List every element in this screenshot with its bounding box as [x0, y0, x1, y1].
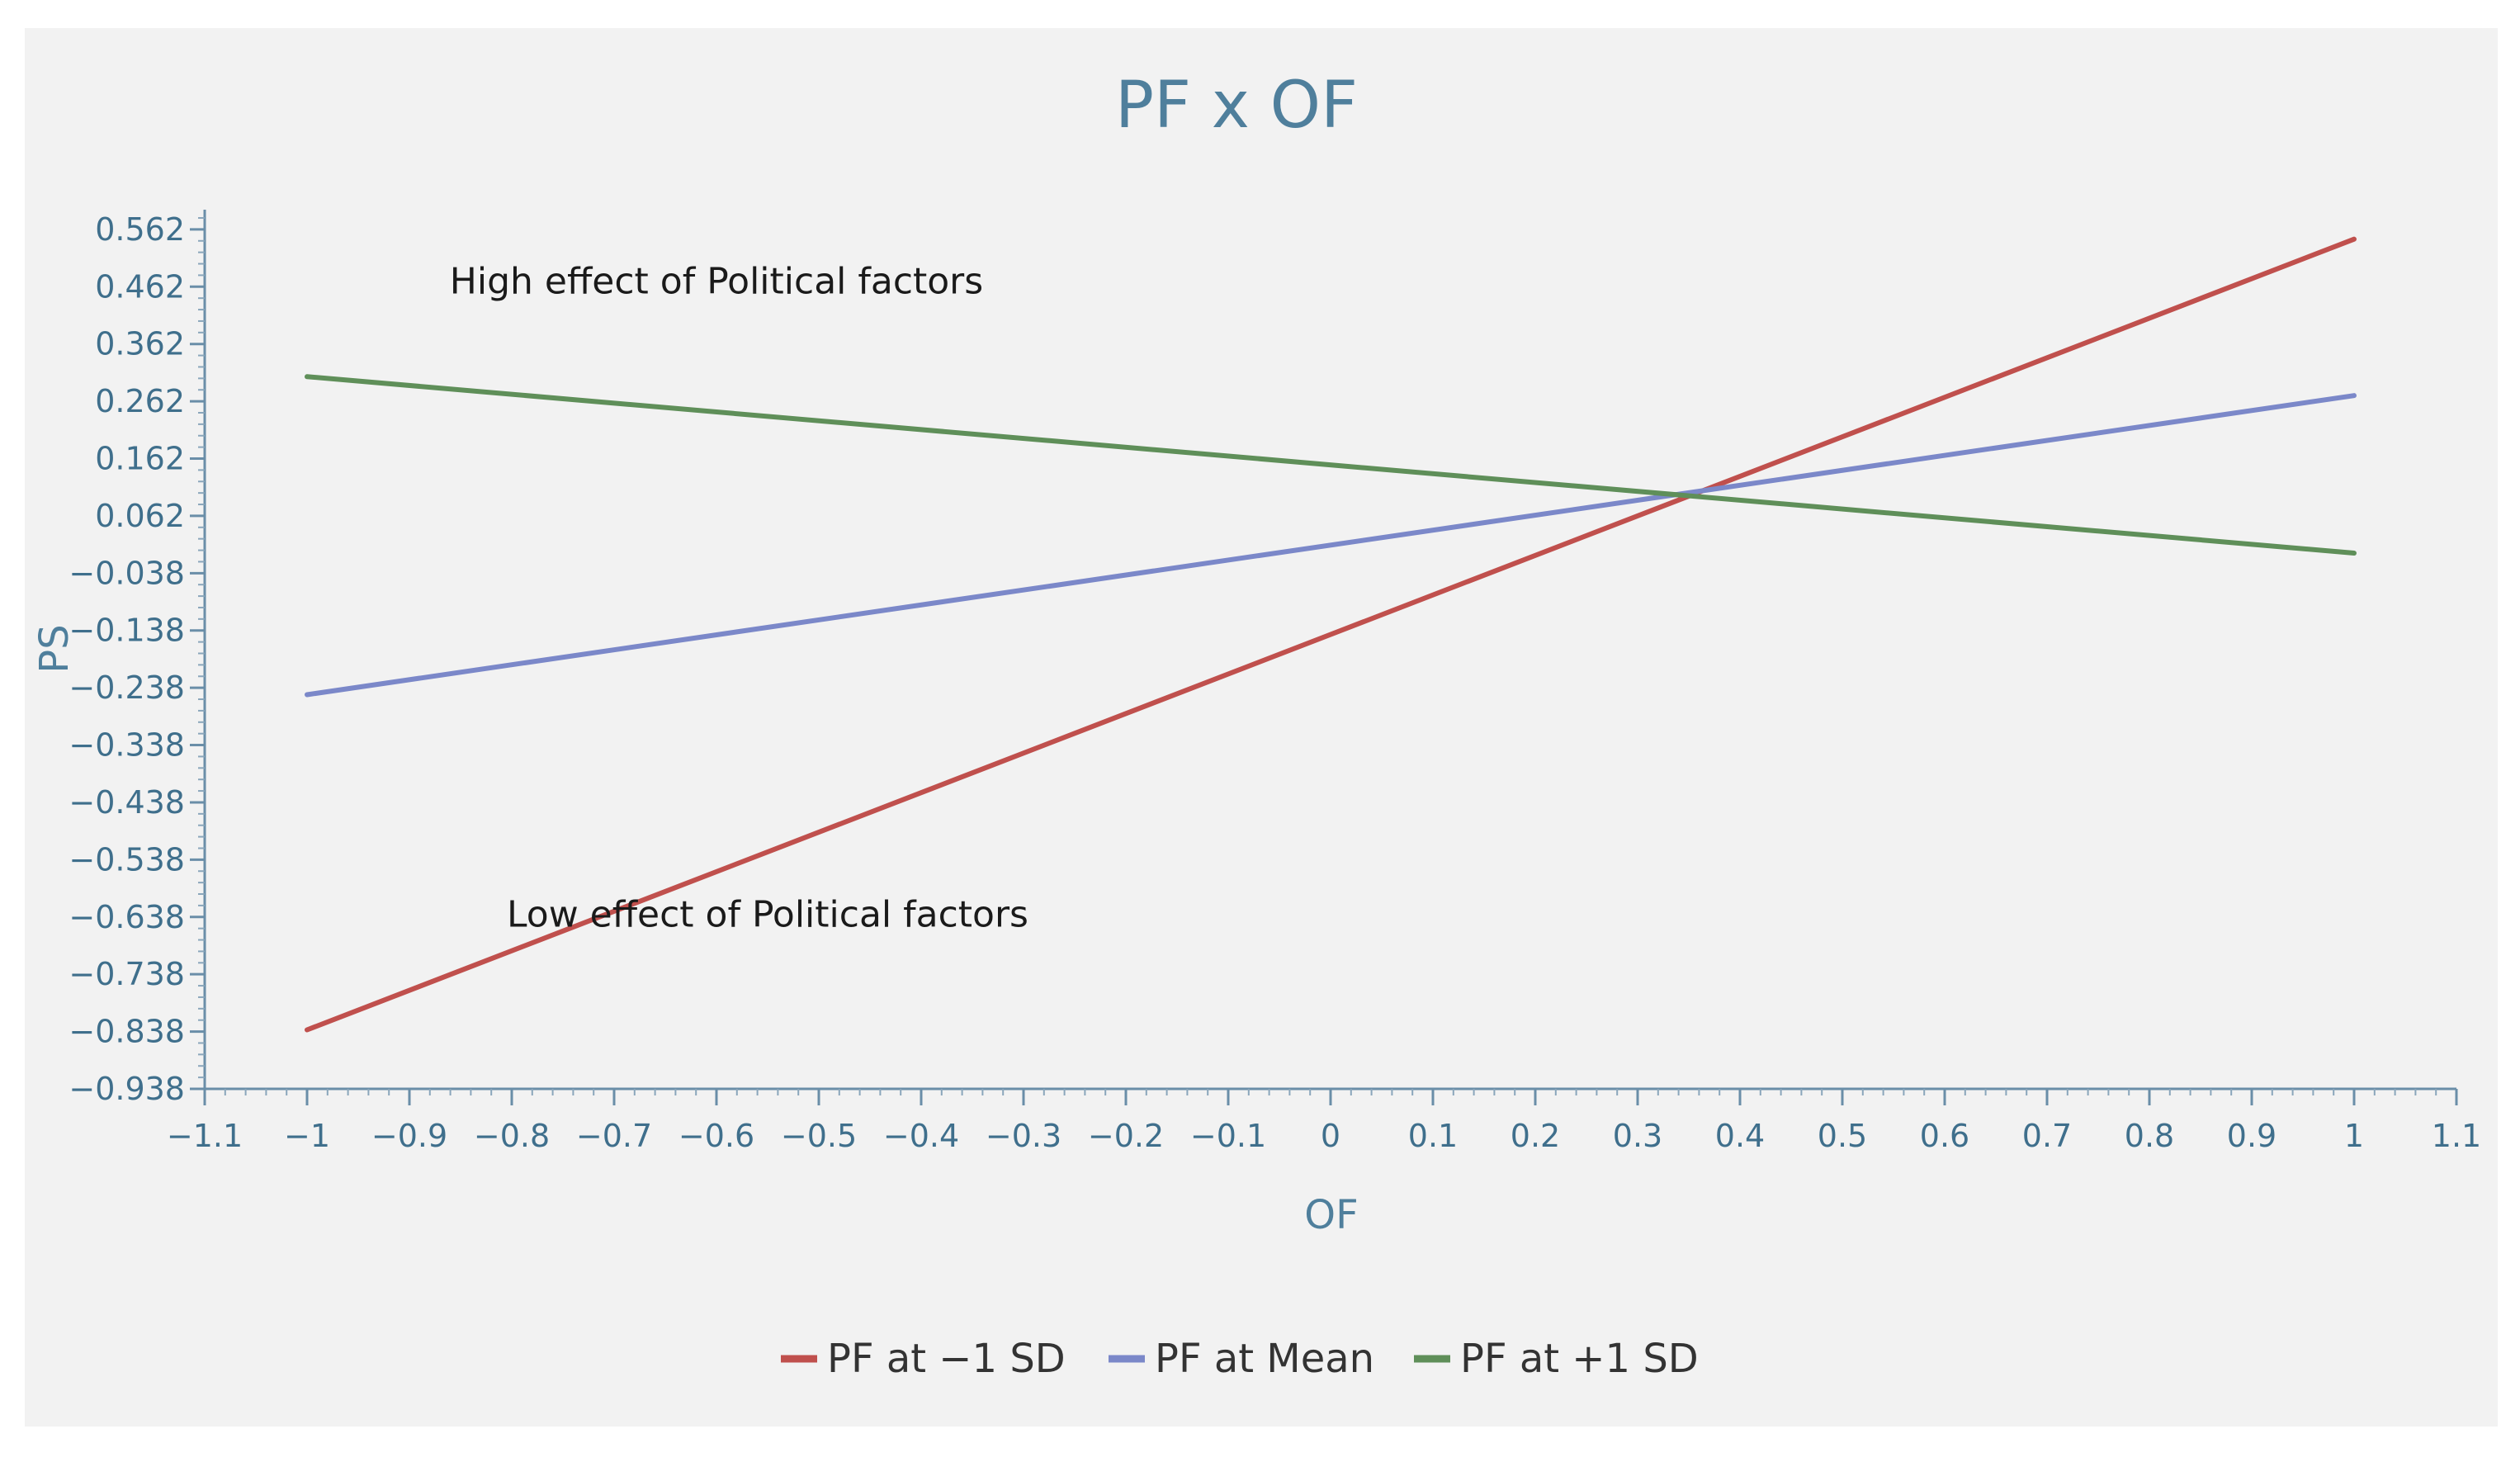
y-tick-label: −0.338	[69, 727, 185, 764]
x-axis-title: OF	[1304, 1192, 1358, 1238]
x-tick-label: −0.3	[986, 1118, 1061, 1154]
y-tick-label: −0.638	[69, 899, 185, 935]
x-tick-label: −0.8	[474, 1118, 550, 1154]
y-tick-label: −0.138	[69, 613, 185, 649]
x-tick-label: 1.1	[2432, 1118, 2481, 1154]
x-tick-label: −1	[284, 1118, 330, 1154]
chart-panel: PF x OF 0.562 0.462 0.362 0.262 0.162 0.062 −0…	[25, 28, 2498, 1427]
annotation-text: Low effect of Political factors	[507, 894, 1028, 936]
series-lines	[305, 236, 2357, 1033]
y-axis-ticks: 0.562 0.462 0.362 0.262 0.162 0.062 −0.038 −0.1…	[69, 211, 205, 1107]
x-tick-label: 0	[1321, 1118, 1340, 1154]
annotations: High effect of Political factors Low effe…	[450, 261, 1028, 936]
x-tick-label: −0.4	[883, 1118, 959, 1154]
y-tick-label: −0.238	[69, 669, 185, 706]
x-tick-label: −0.1	[1190, 1118, 1266, 1154]
legend-label: PF at +1 SD	[1460, 1336, 1699, 1382]
legend: PF at −1 SD PF at Mean PF at +1 SD	[781, 1336, 1699, 1382]
y-tick-label: 0.262	[95, 383, 185, 419]
x-axis-ticks: −1.1 −1 −0.9 −0.8 −0.7 −0.6 −0.5 −0.4 −0.3 −0.2 −0…	[167, 1089, 2481, 1154]
y-tick-label: 0.162	[95, 441, 185, 477]
y-tick-label: −0.438	[69, 784, 185, 821]
series-line-1	[305, 236, 2357, 1033]
y-tick-label: −0.538	[69, 841, 185, 878]
y-tick-label: 0.062	[95, 498, 185, 534]
legend-label: PF at Mean	[1155, 1336, 1374, 1382]
x-tick-label: 0.6	[1920, 1118, 1969, 1154]
x-tick-label: 1	[2344, 1118, 2364, 1154]
x-tick-label: 0.1	[1408, 1118, 1458, 1154]
y-axis-title: PS	[31, 624, 78, 673]
y-tick-label: 0.462	[95, 268, 185, 305]
x-tick-label: 0.4	[1715, 1118, 1765, 1154]
chart-title: PF x OF	[1115, 69, 1358, 143]
y-tick-label: 0.562	[95, 211, 185, 248]
x-tick-label: −0.6	[678, 1118, 754, 1154]
line-chart: PF x OF 0.562 0.462 0.362 0.262 0.162 0.062 −0…	[31, 69, 2481, 1382]
legend-label: PF at −1 SD	[827, 1336, 1066, 1382]
x-tick-label: −1.1	[167, 1118, 243, 1154]
annotation-text: High effect of Political factors	[450, 261, 983, 303]
x-tick-label: −0.5	[781, 1118, 857, 1154]
x-tick-label: 0.8	[2125, 1118, 2174, 1154]
x-tick-label: 0.2	[1511, 1118, 1560, 1154]
series-line-2	[305, 393, 2357, 698]
y-tick-label: −0.838	[69, 1014, 185, 1050]
series-line-3	[305, 374, 2357, 556]
x-tick-label: −0.2	[1088, 1118, 1164, 1154]
y-tick-label: −0.938	[69, 1071, 185, 1107]
x-tick-label: 0.5	[1818, 1118, 1867, 1154]
x-tick-label: 0.3	[1613, 1118, 1662, 1154]
x-tick-label: −0.9	[371, 1118, 447, 1154]
y-tick-label: 0.362	[95, 326, 185, 362]
x-tick-label: 0.9	[2227, 1118, 2277, 1154]
x-tick-label: 0.7	[2022, 1118, 2072, 1154]
y-tick-label: −0.038	[69, 555, 185, 591]
y-tick-label: −0.738	[69, 956, 185, 992]
x-tick-label: −0.7	[576, 1118, 652, 1154]
